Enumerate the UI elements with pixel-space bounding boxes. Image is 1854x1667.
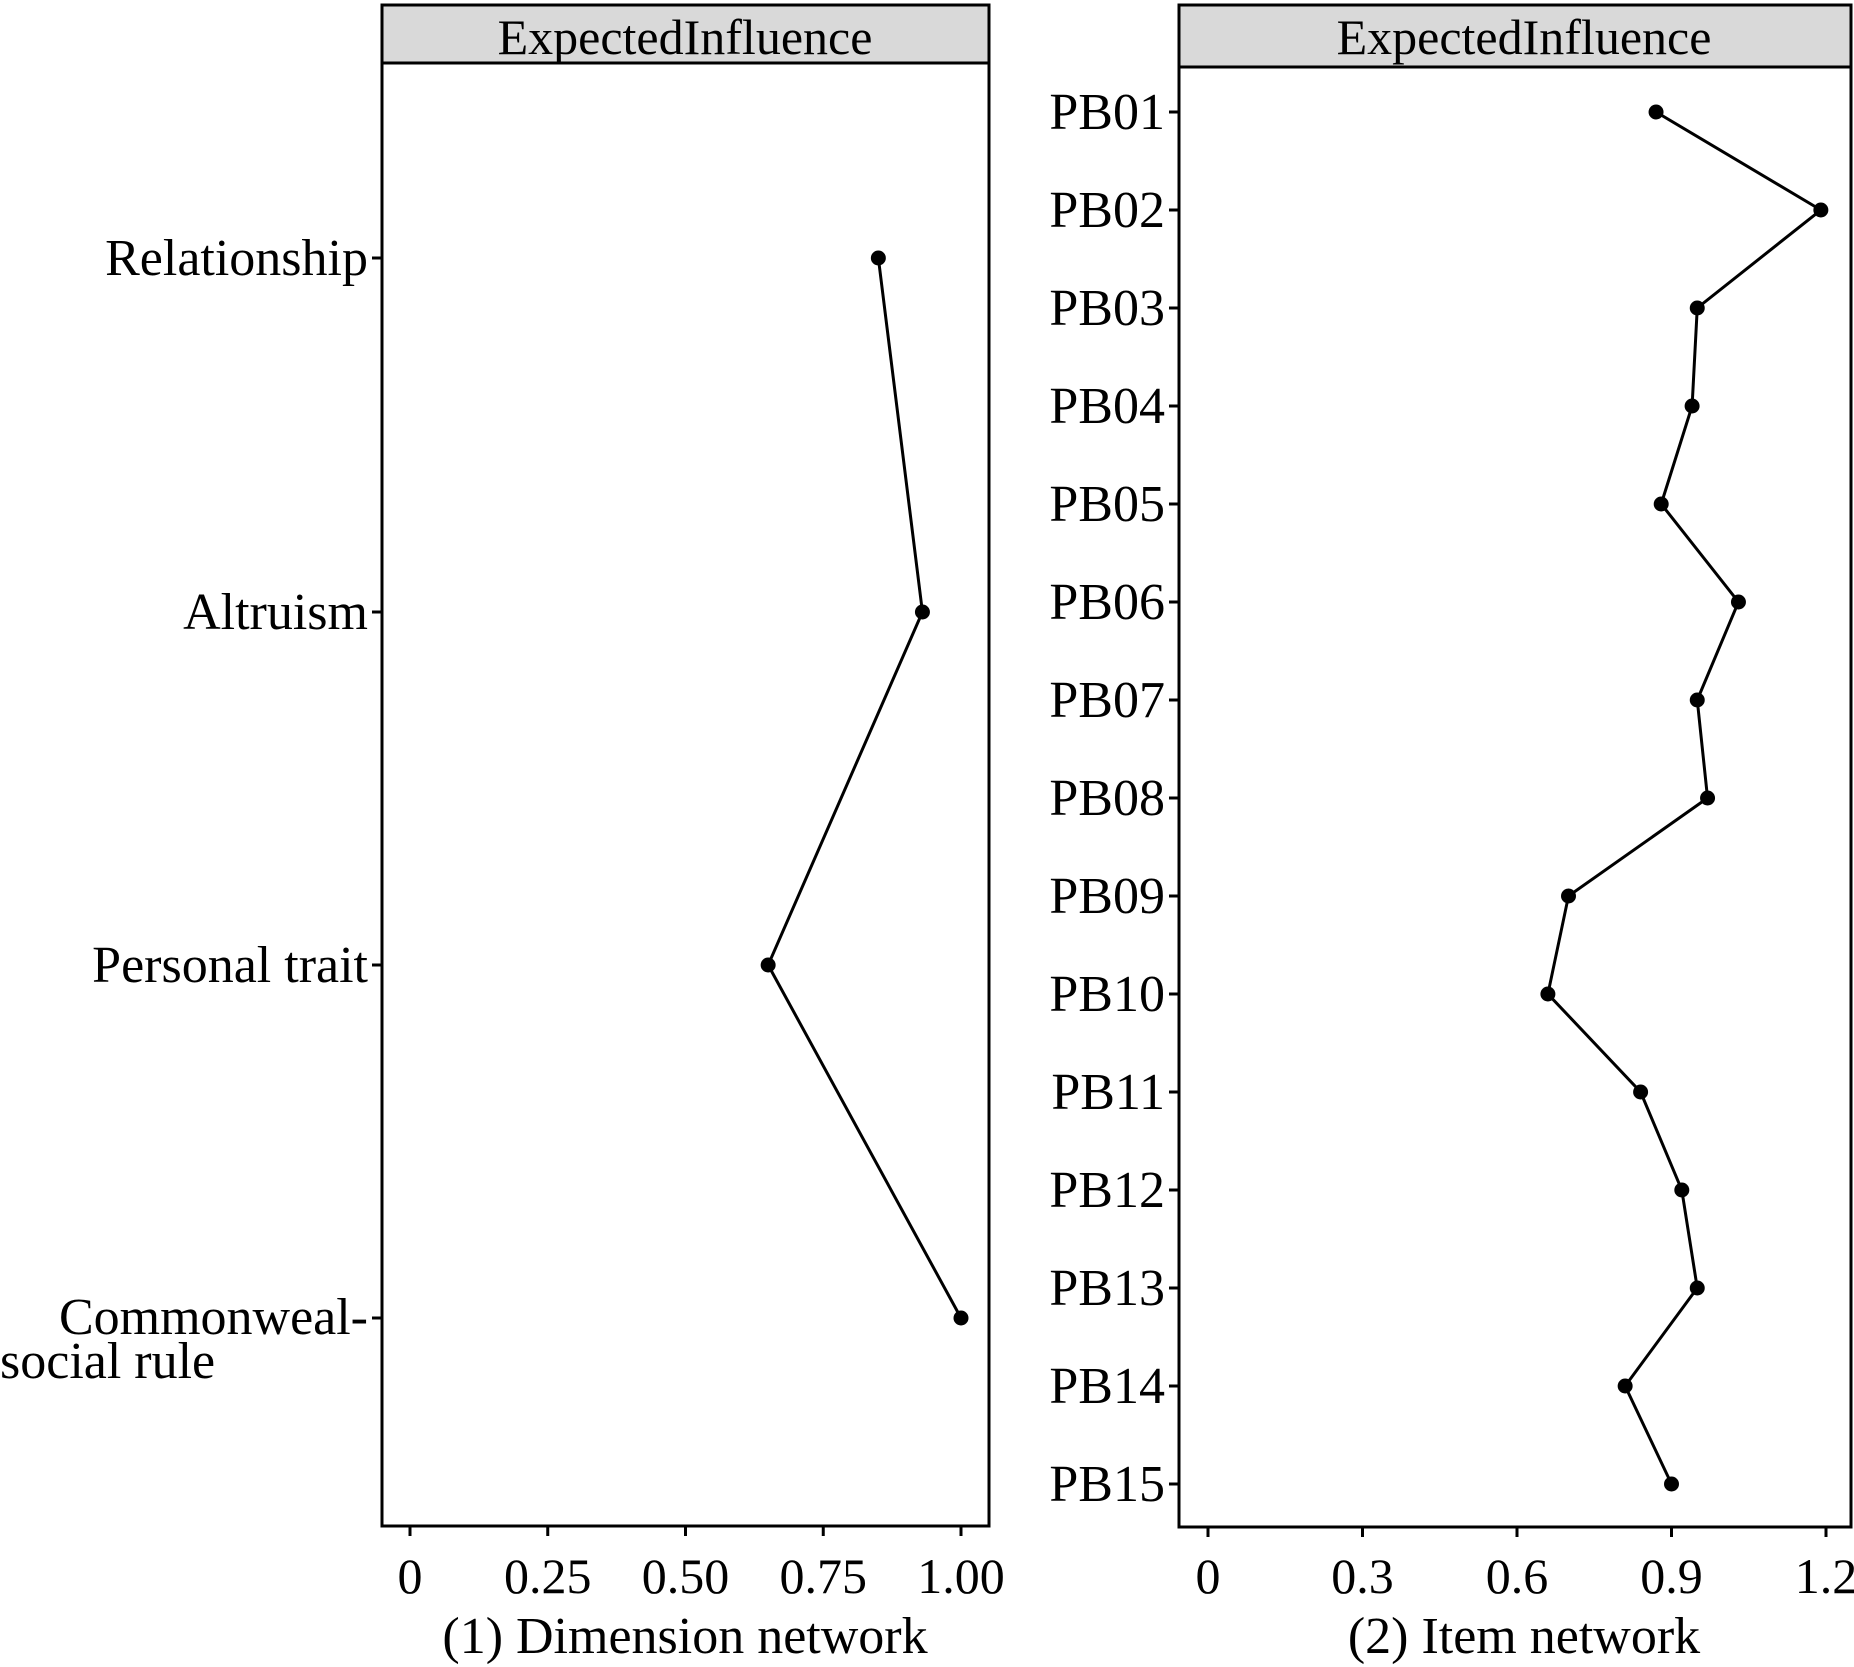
category-label-line: PB04	[1049, 378, 1165, 435]
x-tick-label: 1.00	[917, 1548, 1005, 1604]
data-point	[1689, 692, 1705, 708]
category-label-line: PB01	[1049, 84, 1165, 141]
category-label-line: PB07	[1049, 672, 1165, 729]
category-label: PB01	[1049, 84, 1165, 141]
dimension-network-panel: ExpectedInfluence (1) Dimension network …	[0, 3, 1005, 1665]
x-tick-label: 0.3	[1331, 1548, 1394, 1604]
x-tick-label: 0	[398, 1548, 423, 1604]
category-label-line: Relationship	[105, 230, 368, 287]
strip-background	[380, 3, 991, 65]
category-label: PB06	[1049, 574, 1165, 631]
category-label: PB10	[1049, 966, 1165, 1023]
x-tick-label: 0.6	[1486, 1548, 1549, 1604]
data-point	[1540, 986, 1556, 1002]
data-point	[1730, 594, 1746, 610]
series-line	[766, 257, 963, 1319]
category-label: Relationship	[105, 230, 368, 287]
category-label-line: PB13	[1049, 1260, 1165, 1317]
category-label-line: PB08	[1049, 770, 1165, 827]
category-label: PB09	[1049, 868, 1165, 925]
category-label-line: PB06	[1049, 574, 1165, 631]
category-label: PB14	[1049, 1358, 1165, 1415]
category-label: PB03	[1049, 280, 1165, 337]
category-label-line: PB02	[1049, 182, 1165, 239]
data-point	[1664, 1476, 1679, 1492]
series-line	[1546, 110, 1824, 1485]
data-point	[1689, 1280, 1705, 1296]
category-label-line: PB14	[1049, 1358, 1165, 1415]
category-label: Personal trait	[92, 937, 368, 994]
category-label: PB15	[1049, 1456, 1165, 1513]
x-tick-label: 0.75	[780, 1548, 868, 1604]
category-label-line: Personal trait	[92, 937, 368, 994]
data-point	[760, 957, 776, 973]
category-label: PB04	[1049, 378, 1165, 435]
data-point	[1684, 398, 1700, 414]
x-tick-label: 1.2	[1795, 1548, 1854, 1604]
category-label-line: Altruism	[183, 584, 368, 641]
strip-title: ExpectedInfluence	[1337, 9, 1712, 65]
x-axis-title: (1) Dimension network	[442, 1608, 927, 1665]
x-tick-label: 0.50	[642, 1548, 730, 1604]
category-label: PB08	[1049, 770, 1165, 827]
strip-title: ExpectedInfluence	[498, 9, 873, 65]
category-label-line: PB11	[1051, 1064, 1165, 1121]
x-axis-title: (2) Item network	[1348, 1608, 1700, 1665]
data-point	[914, 604, 930, 620]
category-label-line: social rule	[0, 1333, 215, 1390]
data-point	[1633, 1084, 1649, 1100]
category-label: PB12	[1049, 1162, 1165, 1219]
category-label: PB13	[1049, 1260, 1165, 1317]
data-point	[1674, 1182, 1690, 1198]
category-label-line: PB15	[1049, 1456, 1165, 1513]
item-network-panel: ExpectedInfluence (2) Item network PB01 P…	[1049, 3, 1854, 1665]
category-label-line: PB09	[1049, 868, 1165, 925]
x-tick-label: 0.9	[1640, 1548, 1703, 1604]
data-point	[1689, 300, 1705, 316]
plot-frame	[1177, 65, 1853, 1529]
category-label-line: PB05	[1049, 476, 1165, 533]
data-point	[1617, 1378, 1633, 1394]
x-tick-label: 0.25	[504, 1548, 592, 1604]
category-label-line: PB03	[1049, 280, 1165, 337]
category-label: Commonweal-social rule	[0, 1289, 368, 1390]
category-label-line: PB10	[1049, 966, 1165, 1023]
data-point	[1561, 888, 1576, 904]
category-label: PB05	[1049, 476, 1165, 533]
category-label: PB02	[1049, 182, 1165, 239]
data-point	[1653, 496, 1669, 512]
plot-frame	[380, 61, 991, 1528]
category-label: PB11	[1051, 1064, 1165, 1121]
category-label-line: PB12	[1049, 1162, 1165, 1219]
strip-background	[1177, 3, 1853, 69]
data-point	[1813, 202, 1829, 218]
category-label-line: Commonweal-	[59, 1289, 368, 1346]
data-point	[1700, 790, 1716, 806]
data-point	[870, 250, 886, 266]
category-label: PB07	[1049, 672, 1165, 729]
data-point	[953, 1310, 969, 1326]
category-label: Altruism	[183, 584, 368, 641]
data-point	[1648, 104, 1664, 120]
x-tick-label: 0	[1196, 1548, 1221, 1604]
